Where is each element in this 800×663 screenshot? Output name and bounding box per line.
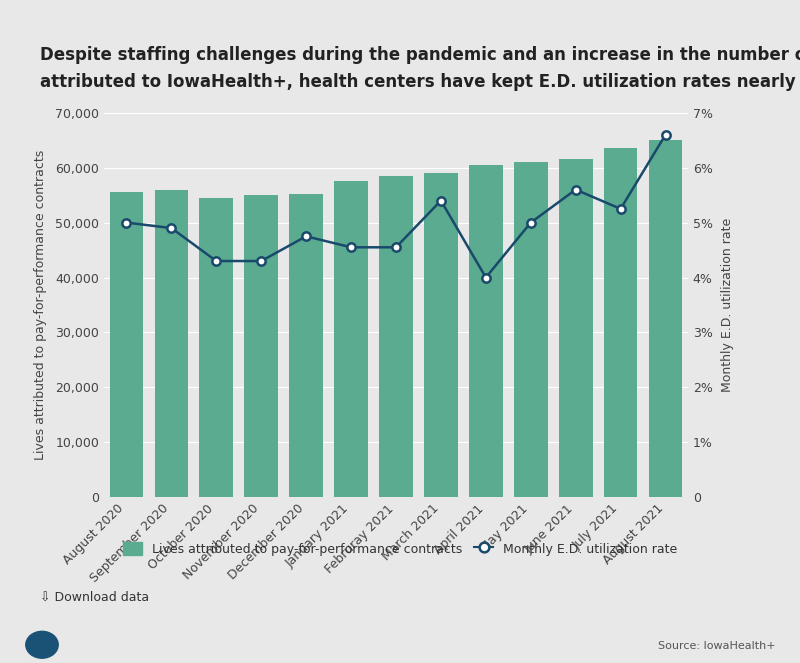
Bar: [244, 195, 278, 497]
Y-axis label: Lives attributed to pay-for-performance contracts: Lives attributed to pay-for-performance …: [34, 150, 47, 460]
Bar: [379, 176, 413, 497]
Bar: [199, 198, 233, 497]
Text: ⇩ Download data: ⇩ Download data: [40, 590, 149, 603]
Bar: [290, 194, 323, 497]
Bar: [424, 173, 458, 497]
Bar: [514, 162, 548, 497]
Text: Source: IowaHealth+: Source: IowaHealth+: [658, 641, 776, 652]
Bar: [469, 165, 502, 497]
Bar: [604, 149, 638, 497]
Bar: [649, 140, 682, 497]
Bar: [154, 190, 188, 497]
Legend: Lives attributed to pay-for-performance contracts, Monthly E.D. utilization rate: Lives attributed to pay-for-performance …: [118, 537, 682, 561]
Y-axis label: Monthly E.D. utilization rate: Monthly E.D. utilization rate: [721, 218, 734, 392]
Circle shape: [26, 631, 58, 658]
Bar: [334, 182, 368, 497]
Text: attributed to IowaHealth+, health centers have kept E.D. utilization rates nearl: attributed to IowaHealth+, health center…: [40, 73, 800, 91]
Bar: [559, 159, 593, 497]
Bar: [110, 192, 143, 497]
Text: Despite staffing challenges during the pandemic and an increase in the number of: Despite staffing challenges during the p…: [40, 46, 800, 64]
